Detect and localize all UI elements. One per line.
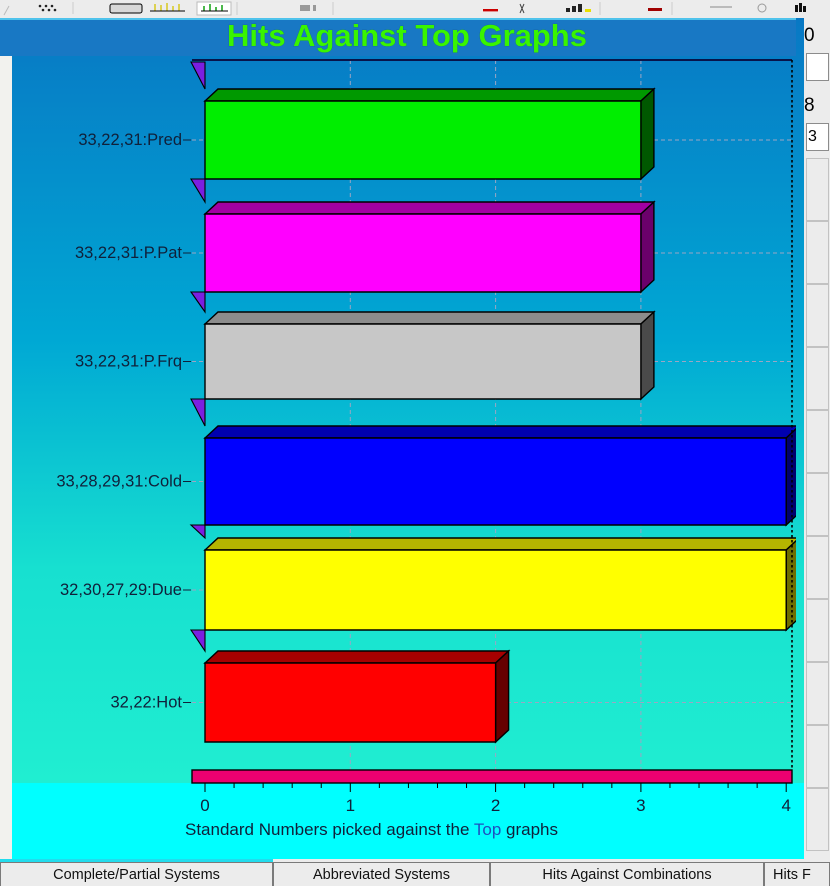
svg-text:4: 4 xyxy=(781,796,790,815)
svg-text:Standard Numbers picked agains: Standard Numbers picked against the Top … xyxy=(185,820,558,839)
svg-text:2: 2 xyxy=(491,796,500,815)
svg-text:1: 1 xyxy=(346,796,355,815)
svg-text:33,22,31:P.Pat: 33,22,31:P.Pat xyxy=(75,244,182,262)
svg-text:32,22:Hot: 32,22:Hot xyxy=(110,694,182,712)
svg-text:0: 0 xyxy=(200,796,209,815)
svg-text:33,22,31:Pred: 33,22,31:Pred xyxy=(78,131,182,149)
svg-text:32,30,27,29:Due: 32,30,27,29:Due xyxy=(60,581,182,599)
svg-text:3: 3 xyxy=(636,796,645,815)
svg-text:Hits Against Top Graphs: Hits Against Top Graphs xyxy=(227,18,587,53)
svg-text:33,22,31:P.Frq: 33,22,31:P.Frq xyxy=(75,353,182,371)
svg-text:33,28,29,31:Cold: 33,28,29,31:Cold xyxy=(56,473,182,491)
